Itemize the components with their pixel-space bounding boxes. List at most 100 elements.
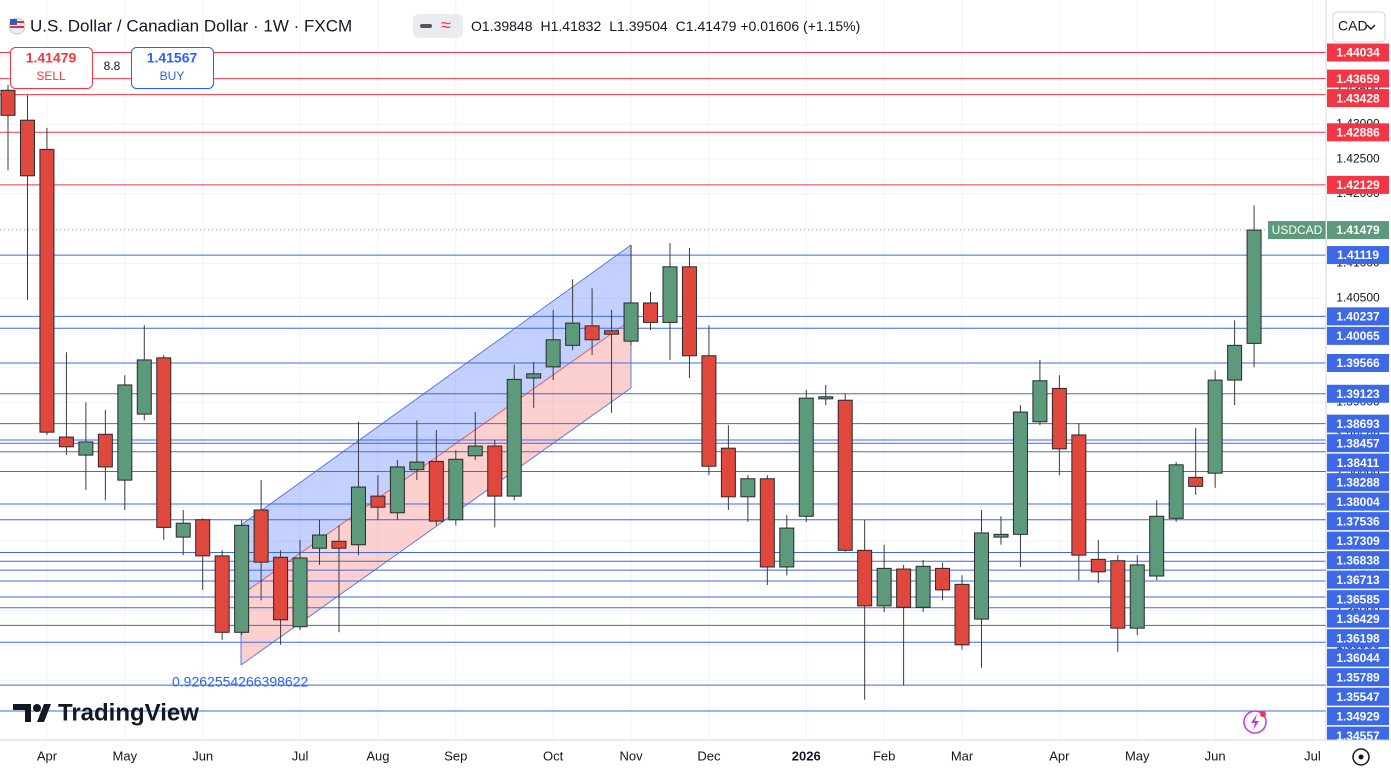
candle-body xyxy=(253,509,269,563)
channel-annotation: 0.9262554266398622 xyxy=(172,674,308,690)
x-tick-label: Feb xyxy=(873,748,895,763)
candle-body xyxy=(39,148,55,433)
x-tick-label: Apr xyxy=(37,748,58,763)
toggle-box[interactable] xyxy=(413,14,463,38)
channel-top xyxy=(240,244,632,526)
candle-body xyxy=(720,447,736,498)
candle-body xyxy=(1207,379,1223,474)
candle-body xyxy=(428,460,444,522)
price-tag xyxy=(1327,648,1389,667)
price-tag xyxy=(1327,175,1389,194)
x-tick-label: Aug xyxy=(366,748,389,763)
price-tag-label: 1.36198 xyxy=(1336,631,1380,645)
buy-label: BUY xyxy=(160,69,185,83)
ohlc-letter: O xyxy=(471,18,482,34)
candle-body xyxy=(1168,464,1184,519)
symbol-name: USDCAD xyxy=(1272,223,1323,237)
indicator-toggle[interactable]: ≈ xyxy=(413,14,463,38)
candle-body xyxy=(1129,564,1145,629)
price-tag xyxy=(1327,69,1389,88)
price-tag-label: 1.40237 xyxy=(1336,310,1380,324)
candle-body xyxy=(1246,229,1262,344)
candle-body xyxy=(292,557,308,628)
currency-selector[interactable]: CAD xyxy=(1332,11,1386,43)
candle-body xyxy=(331,540,347,549)
buy-button[interactable]: 1.41567 BUY xyxy=(131,47,214,89)
ohlc-values: O1.39848 H1.41832 L1.39504 C1.41479 +0.01606… xyxy=(471,18,860,34)
candle-body xyxy=(1032,380,1048,423)
flag-icon xyxy=(8,17,26,35)
candle-body xyxy=(312,534,328,549)
price-tag-label: 1.38457 xyxy=(1336,436,1380,450)
sell-button[interactable]: 1.41479 SELL xyxy=(10,47,93,89)
price-tag xyxy=(1327,687,1389,706)
price-tag-label: 1.36713 xyxy=(1336,573,1380,587)
sell-box[interactable] xyxy=(10,47,93,89)
candle-body xyxy=(935,567,951,591)
candle-body xyxy=(1051,387,1067,450)
ohlc-value: 1.41479 xyxy=(686,18,737,34)
candle-body xyxy=(467,445,483,457)
x-tick-label: Sep xyxy=(444,748,467,763)
price-tag xyxy=(1327,307,1389,326)
x-tick-label: Jun xyxy=(192,748,213,763)
x-tick-label: Dec xyxy=(697,748,721,763)
candle-body xyxy=(234,524,250,633)
sell-price: 1.41479 xyxy=(26,50,77,66)
logo: TradingView xyxy=(13,699,199,726)
candle-body xyxy=(448,458,464,521)
candle-body xyxy=(389,466,405,514)
candle-body xyxy=(350,486,366,546)
alert-button[interactable] xyxy=(1243,710,1267,734)
channel-upper-fill xyxy=(241,245,631,595)
price-tag-label: 1.35789 xyxy=(1336,670,1380,684)
candle-body xyxy=(759,478,775,568)
ohlc-letter: C xyxy=(676,18,686,34)
candle-body xyxy=(1071,434,1087,556)
price-tag xyxy=(1327,221,1389,240)
price-tag xyxy=(1327,326,1389,345)
price-tag-label: 1.39566 xyxy=(1336,356,1380,370)
candle-body xyxy=(740,478,756,498)
candle-body xyxy=(798,397,814,517)
x-tick-label: Apr xyxy=(1049,748,1070,763)
price-tag xyxy=(1327,453,1389,472)
price-tag xyxy=(1327,434,1389,453)
currency-box[interactable] xyxy=(1332,11,1386,43)
candle-body xyxy=(565,322,581,346)
price-tag-label: 1.42886 xyxy=(1336,125,1380,139)
candle-body xyxy=(195,519,211,557)
price-tag xyxy=(1327,551,1389,570)
candle-body xyxy=(954,583,970,646)
logo-dot xyxy=(33,704,41,712)
settings-icon[interactable] xyxy=(1352,748,1370,766)
settings-button[interactable] xyxy=(1352,748,1370,766)
ohlc-letter: L xyxy=(609,18,617,34)
alert-dot xyxy=(1260,711,1266,717)
candle-body xyxy=(681,266,697,357)
price-tag-label: 1.38004 xyxy=(1336,495,1380,509)
price-tag xyxy=(1327,629,1389,648)
price-tag-label: 1.43428 xyxy=(1336,91,1380,105)
candle-body xyxy=(1110,560,1126,629)
candle-body xyxy=(526,373,542,379)
y-tick-label: 1.42500 xyxy=(1336,151,1380,165)
candle-body xyxy=(701,355,717,467)
caret xyxy=(1366,24,1376,30)
spread: 8.8 xyxy=(104,59,121,73)
price-tag xyxy=(1327,570,1389,589)
settings-icon-dot xyxy=(1358,754,1364,760)
buy-box[interactable] xyxy=(131,47,214,89)
price-tag xyxy=(1327,492,1389,511)
candle-body xyxy=(487,445,503,497)
x-tick-label: 2026 xyxy=(792,748,821,763)
candle-body xyxy=(1227,344,1243,381)
candle-body xyxy=(604,330,620,335)
price-tag-label: 1.40065 xyxy=(1336,329,1380,343)
price-tag-label: 1.36044 xyxy=(1336,651,1380,665)
candle-body xyxy=(0,89,16,116)
time-ticks: Apr May Jun Jul Aug Sep Oct Nov Dec 2026 Feb Mar Apr… xyxy=(37,748,1321,763)
